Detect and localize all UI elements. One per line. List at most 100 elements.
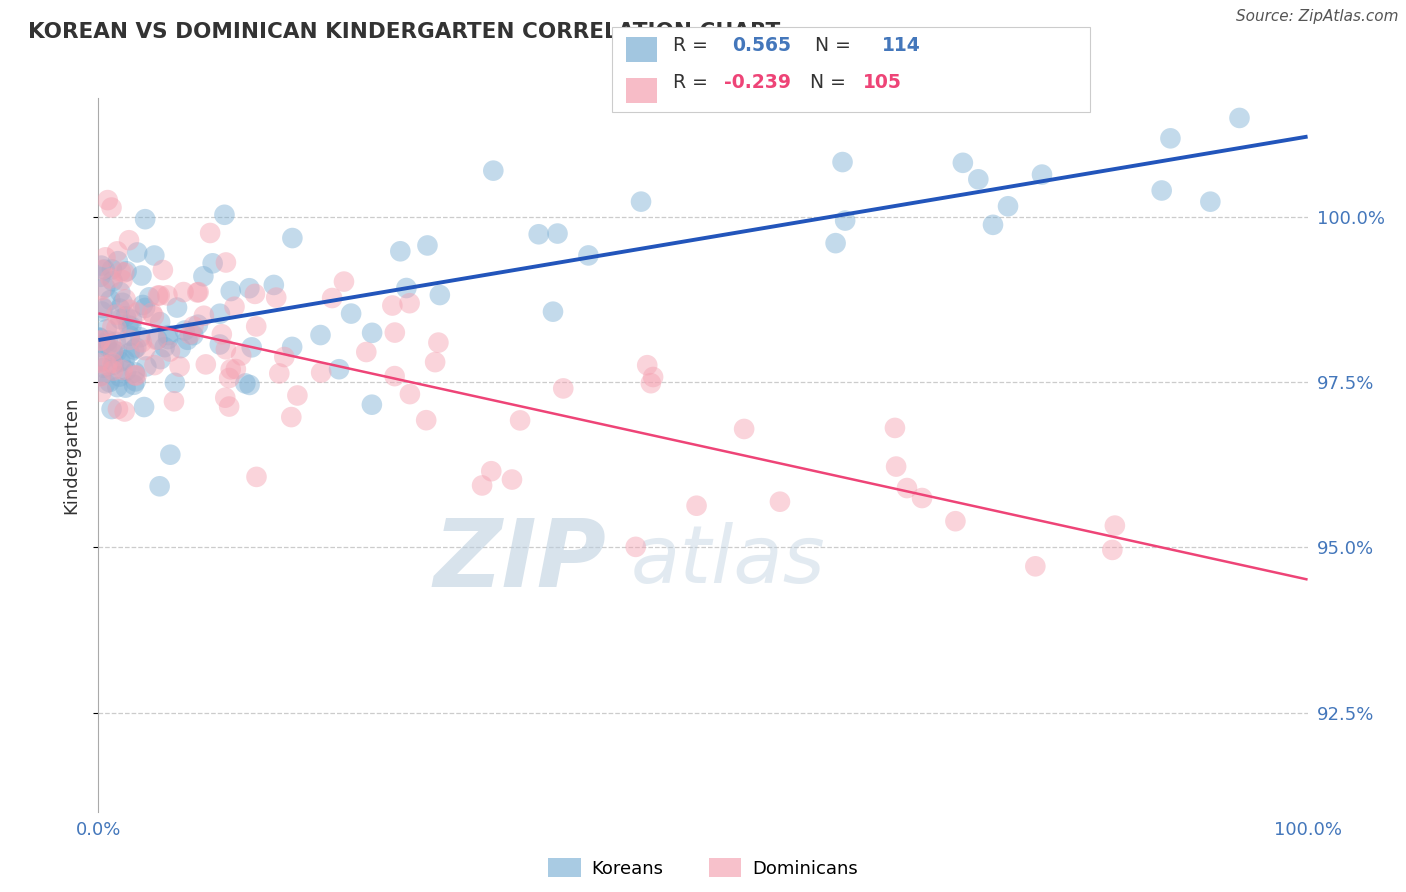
- Point: [159, 448, 181, 462]
- Point: [122, 377, 145, 392]
- Text: R =: R =: [673, 36, 720, 54]
- Point: [395, 281, 418, 295]
- Point: [527, 227, 550, 242]
- Point: [1104, 518, 1126, 533]
- Point: [90, 283, 112, 297]
- Point: [156, 288, 179, 302]
- Point: [384, 326, 406, 340]
- Point: [415, 413, 437, 427]
- Point: [100, 337, 122, 351]
- Point: [501, 473, 523, 487]
- Point: [1101, 542, 1123, 557]
- Point: [214, 391, 236, 405]
- Point: [114, 381, 136, 395]
- Point: [389, 244, 412, 259]
- Point: [287, 388, 309, 402]
- Point: [273, 350, 295, 364]
- Point: [118, 233, 141, 247]
- Point: [238, 281, 260, 295]
- Text: KOREAN VS DOMINICAN KINDERGARTEN CORRELATION CHART: KOREAN VS DOMINICAN KINDERGARTEN CORRELA…: [28, 22, 780, 42]
- Point: [111, 273, 134, 287]
- Point: [624, 540, 647, 554]
- Point: [117, 318, 139, 332]
- Point: [110, 285, 132, 300]
- Point: [967, 172, 990, 186]
- Point: [201, 256, 224, 270]
- Point: [981, 218, 1004, 232]
- Point: [96, 358, 118, 372]
- Point: [636, 358, 658, 372]
- Point: [134, 343, 156, 358]
- Point: [101, 363, 124, 377]
- Point: [149, 315, 172, 329]
- Point: [107, 254, 129, 268]
- Point: [157, 332, 180, 346]
- Point: [127, 245, 149, 260]
- Point: [208, 337, 231, 351]
- Point: [105, 308, 128, 322]
- Point: [100, 402, 122, 417]
- Point: [89, 269, 111, 284]
- Point: [135, 359, 157, 374]
- Text: atlas: atlas: [630, 522, 825, 599]
- Point: [89, 331, 111, 345]
- Point: [93, 262, 115, 277]
- Point: [118, 302, 141, 317]
- Point: [219, 284, 242, 298]
- Point: [997, 199, 1019, 213]
- Point: [198, 226, 221, 240]
- Point: [208, 307, 231, 321]
- Point: [122, 343, 145, 357]
- Point: [138, 290, 160, 304]
- Point: [121, 312, 143, 326]
- Point: [321, 291, 343, 305]
- Point: [240, 340, 263, 354]
- Point: [146, 288, 169, 302]
- Point: [733, 422, 755, 436]
- Point: [114, 292, 136, 306]
- Point: [89, 330, 111, 344]
- Point: [90, 369, 112, 384]
- Point: [87, 356, 110, 370]
- Point: [163, 376, 186, 390]
- Point: [356, 345, 378, 359]
- Point: [1229, 111, 1251, 125]
- Text: N =: N =: [810, 73, 858, 92]
- Point: [114, 310, 136, 324]
- Point: [281, 340, 304, 354]
- Point: [243, 286, 266, 301]
- Point: [193, 309, 215, 323]
- Point: [98, 375, 121, 389]
- Point: [193, 269, 215, 284]
- Point: [108, 369, 131, 384]
- Point: [111, 295, 134, 310]
- Point: [224, 300, 246, 314]
- Y-axis label: Kindergarten: Kindergarten: [62, 396, 80, 514]
- Point: [120, 319, 142, 334]
- Point: [769, 494, 792, 508]
- Point: [309, 328, 332, 343]
- Point: [834, 213, 856, 227]
- Point: [1031, 168, 1053, 182]
- Point: [416, 238, 439, 252]
- Point: [173, 285, 195, 299]
- Point: [361, 326, 384, 340]
- Point: [643, 370, 665, 384]
- Text: 114: 114: [882, 36, 921, 54]
- Point: [578, 248, 600, 262]
- Point: [186, 285, 208, 300]
- Point: [225, 362, 247, 376]
- Point: [173, 324, 195, 338]
- Point: [884, 421, 907, 435]
- Point: [90, 262, 112, 277]
- Point: [169, 341, 191, 355]
- Point: [96, 322, 118, 336]
- Point: [831, 155, 853, 169]
- Point: [211, 327, 233, 342]
- Point: [896, 481, 918, 495]
- Point: [93, 360, 115, 375]
- Point: [398, 296, 420, 310]
- Point: [215, 343, 238, 357]
- Point: [111, 363, 134, 377]
- Point: [166, 301, 188, 315]
